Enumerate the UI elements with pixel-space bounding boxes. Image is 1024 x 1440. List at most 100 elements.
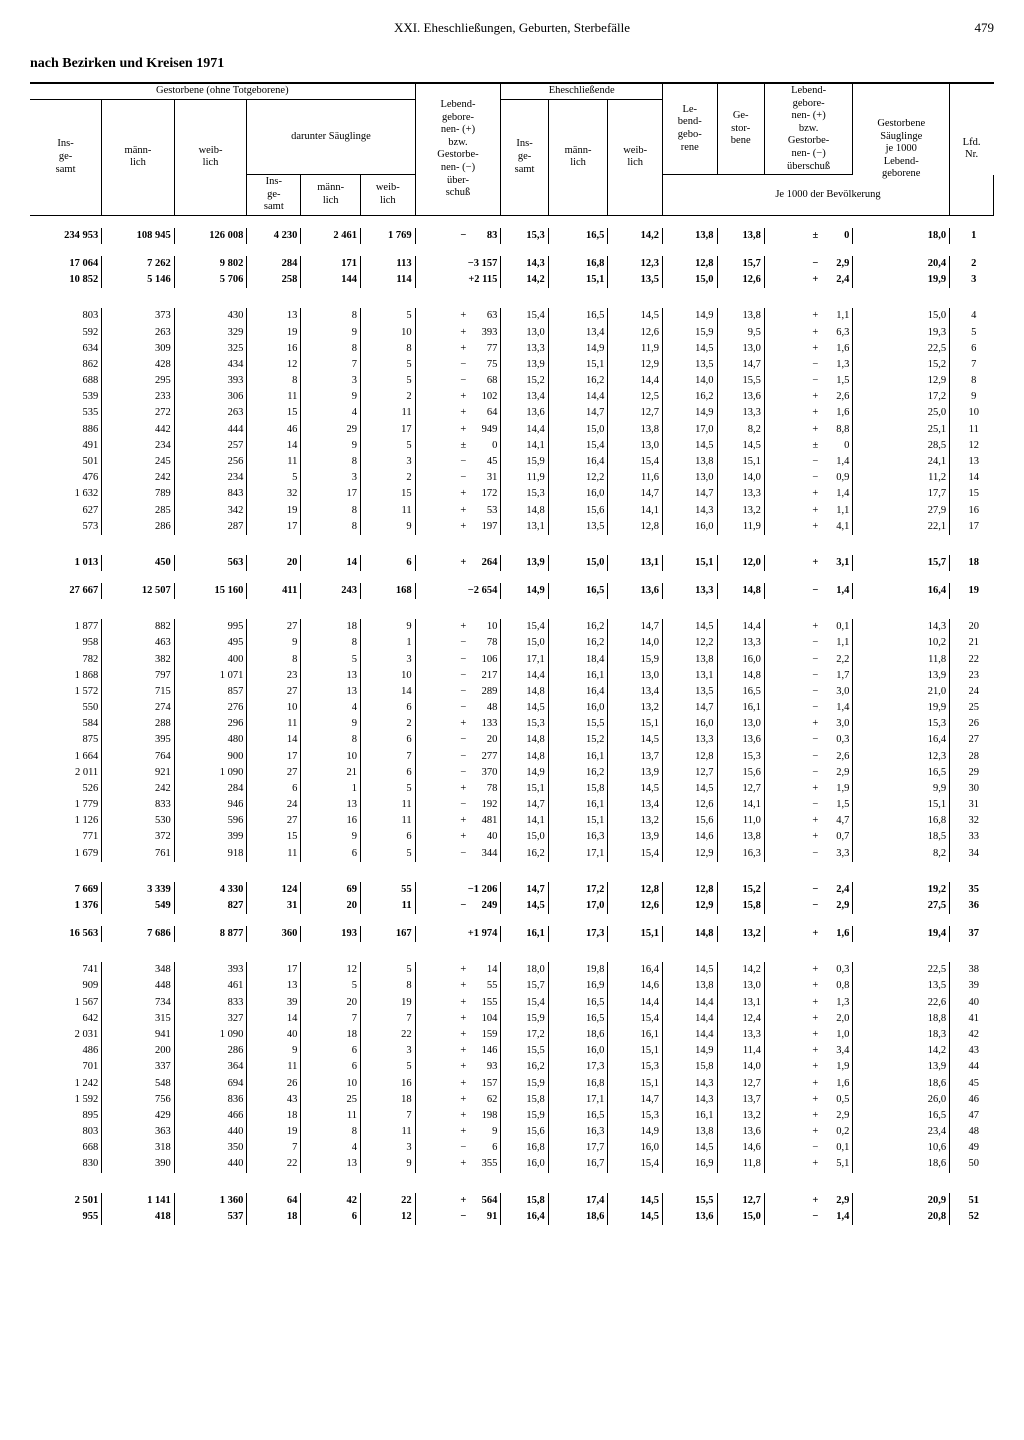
cell: 12,2 bbox=[548, 470, 608, 486]
cell: 13,2 bbox=[608, 700, 663, 716]
cell: 16,0 bbox=[548, 1043, 608, 1059]
cell: 15,0 bbox=[717, 1209, 764, 1225]
cell: 15,9 bbox=[501, 1011, 548, 1027]
cell: 530 bbox=[102, 813, 175, 829]
cell: 15,4 bbox=[501, 308, 548, 324]
cell: 13,5 bbox=[662, 357, 717, 373]
cell: 8 bbox=[301, 519, 361, 535]
cell: 372 bbox=[102, 829, 175, 845]
cell: +6,3 bbox=[764, 325, 853, 341]
cell: −217 bbox=[415, 668, 501, 684]
cell: 12,7 bbox=[662, 765, 717, 781]
cell: 444 bbox=[174, 422, 247, 438]
cell: 14 bbox=[950, 470, 994, 486]
cell: −249 bbox=[415, 898, 501, 914]
cell: 49 bbox=[950, 1140, 994, 1156]
cell: 16,0 bbox=[501, 1156, 548, 1172]
cell: 13,7 bbox=[717, 1092, 764, 1108]
cell: −2,9 bbox=[764, 898, 853, 914]
cell: 15,2 bbox=[853, 357, 950, 373]
cell: 535 bbox=[30, 405, 102, 421]
cell: 15,6 bbox=[662, 813, 717, 829]
cell: 14,4 bbox=[548, 389, 608, 405]
cell: 15,1 bbox=[608, 716, 663, 732]
cell: 15,1 bbox=[853, 797, 950, 813]
cell: 2 bbox=[950, 256, 994, 272]
cell: 14,5 bbox=[662, 1140, 717, 1156]
cell: 16,2 bbox=[662, 389, 717, 405]
cell: 16,2 bbox=[501, 1059, 548, 1075]
cell: +104 bbox=[415, 1011, 501, 1027]
cell: 14,2 bbox=[608, 228, 663, 244]
cell: 12,7 bbox=[717, 1076, 764, 1092]
h-lebgeb: Le- bend- gebo- rene bbox=[662, 83, 717, 175]
cell: 941 bbox=[102, 1027, 175, 1043]
cell: −3,0 bbox=[764, 684, 853, 700]
cell: 5 bbox=[247, 470, 301, 486]
cell: 11,6 bbox=[608, 470, 663, 486]
cell: 16,1 bbox=[548, 797, 608, 813]
cell: 11,8 bbox=[717, 1156, 764, 1172]
cell: +1,6 bbox=[764, 341, 853, 357]
cell: 16,4 bbox=[548, 684, 608, 700]
cell: 15,1 bbox=[662, 555, 717, 571]
cell: 761 bbox=[102, 846, 175, 862]
cell: 15,2 bbox=[548, 732, 608, 748]
cell: −75 bbox=[415, 357, 501, 373]
cell: +8,8 bbox=[764, 422, 853, 438]
cell: 11 bbox=[247, 1059, 301, 1075]
cell: 900 bbox=[174, 749, 247, 765]
cell: +1,4 bbox=[764, 486, 853, 502]
cell: −0,3 bbox=[764, 732, 853, 748]
cell: 18 bbox=[247, 1108, 301, 1124]
cell: 16,5 bbox=[853, 765, 950, 781]
cell: 14,2 bbox=[717, 962, 764, 978]
cell: 9 802 bbox=[174, 256, 247, 272]
cell: 18 bbox=[301, 619, 361, 635]
cell: 14,1 bbox=[717, 797, 764, 813]
cell: 14,9 bbox=[662, 308, 717, 324]
cell: 363 bbox=[102, 1124, 175, 1140]
cell: 8,2 bbox=[853, 846, 950, 862]
cell: 325 bbox=[174, 341, 247, 357]
cell: 9 bbox=[247, 635, 301, 651]
cell: 9 bbox=[361, 1156, 416, 1172]
cell: 16,1 bbox=[548, 668, 608, 684]
cell: 1 242 bbox=[30, 1076, 102, 1092]
cell: 39 bbox=[950, 978, 994, 994]
cell: 16,4 bbox=[501, 1209, 548, 1225]
cell: 15 160 bbox=[174, 583, 247, 599]
cell: 12,9 bbox=[608, 357, 663, 373]
cell: 113 bbox=[361, 256, 416, 272]
cell: 17 064 bbox=[30, 256, 102, 272]
cell: 11 bbox=[361, 813, 416, 829]
cell: 27 bbox=[247, 684, 301, 700]
cell: 8,2 bbox=[717, 422, 764, 438]
cell: 12,3 bbox=[853, 749, 950, 765]
cell: 694 bbox=[174, 1076, 247, 1092]
cell: 3 bbox=[301, 470, 361, 486]
cell: +1,1 bbox=[764, 308, 853, 324]
cell: 13,4 bbox=[501, 389, 548, 405]
cell: −2,6 bbox=[764, 749, 853, 765]
cell: 16,2 bbox=[548, 765, 608, 781]
cell: 20,4 bbox=[853, 256, 950, 272]
cell: 19,8 bbox=[548, 962, 608, 978]
cell: 1 567 bbox=[30, 995, 102, 1011]
cell: 16,2 bbox=[501, 846, 548, 862]
cell: 16,0 bbox=[662, 716, 717, 732]
cell: 14,7 bbox=[548, 405, 608, 421]
cell: 14,3 bbox=[662, 1076, 717, 1092]
cell: 12,9 bbox=[853, 373, 950, 389]
cell: −1,5 bbox=[764, 797, 853, 813]
cell: 14,7 bbox=[717, 357, 764, 373]
cell: 9 bbox=[301, 829, 361, 845]
cell: 15,2 bbox=[717, 882, 764, 898]
cell: 10,6 bbox=[853, 1140, 950, 1156]
cell: 286 bbox=[174, 1043, 247, 1059]
cell: 15 bbox=[247, 405, 301, 421]
cell: 14,3 bbox=[662, 503, 717, 519]
cell: +93 bbox=[415, 1059, 501, 1075]
cell: 418 bbox=[102, 1209, 175, 1225]
cell: 15,3 bbox=[608, 1108, 663, 1124]
